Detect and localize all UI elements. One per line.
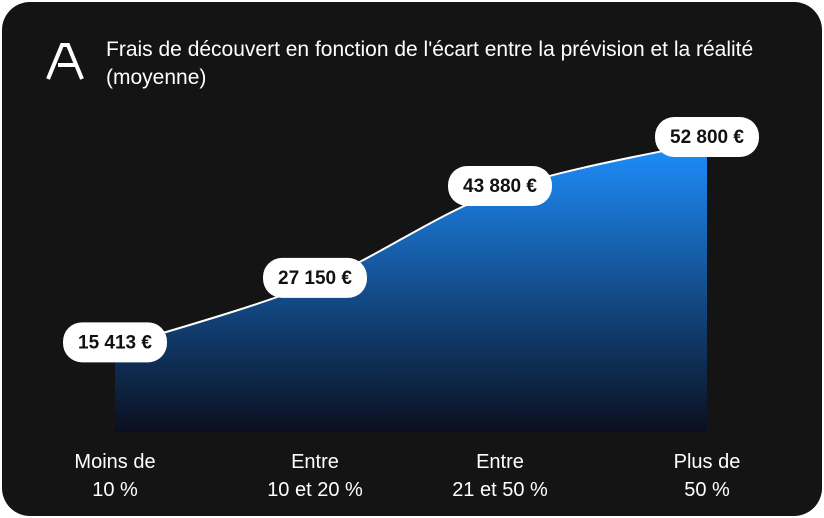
value-label-bg — [63, 322, 167, 363]
value-label-bg — [655, 117, 759, 157]
value-label: 43 880 € — [448, 165, 552, 206]
x-tick-label: Plus de 50 % — [673, 451, 741, 501]
logo — [46, 43, 84, 80]
value-label: 52 800 € — [655, 117, 759, 157]
chart-title: Frais de découvert en fonction de l'écar… — [106, 38, 754, 89]
value-label: 27 150 € — [263, 257, 367, 298]
value-label: 15 413 € — [63, 322, 167, 363]
value-label-text: 15 413 € — [78, 332, 152, 353]
logo-mark — [46, 43, 84, 80]
area — [115, 142, 707, 432]
line — [114, 141, 708, 349]
value-label-text: 52 800 € — [670, 127, 744, 148]
x-tick-label: Entre 21 et 50 % — [452, 451, 548, 501]
value-label-text: 27 150 € — [278, 268, 352, 289]
value-label-bg — [448, 165, 552, 206]
x-tick-label: Moins de 10 % — [74, 451, 156, 501]
x-tick-label: Entre 10 et 20 % — [267, 451, 363, 501]
value-label-text: 43 880 € — [463, 176, 537, 197]
value-label-bg — [263, 257, 367, 298]
